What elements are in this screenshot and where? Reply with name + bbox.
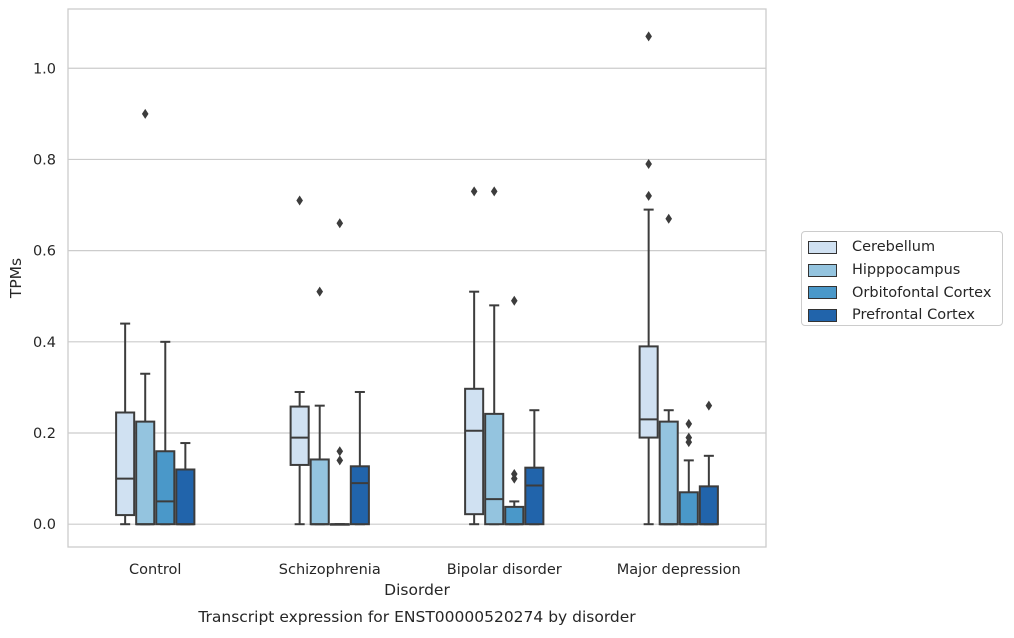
legend-swatch: [808, 263, 837, 277]
box-iqr: [349, 465, 370, 526]
box-prefrontal-cortex: [349, 390, 370, 526]
box-iqr: [698, 485, 719, 526]
box-iqr: [175, 468, 196, 526]
outlier-point: [470, 186, 478, 197]
y-tick-label: 1.0: [33, 61, 56, 77]
legend-item: Prefrontal Cortex: [808, 304, 1002, 327]
box-iqr: [484, 412, 505, 526]
legend-label: Prefrontal Cortex: [852, 307, 975, 324]
box-hipppocampus: [135, 108, 156, 526]
y-tick-label: 0.0: [33, 517, 56, 533]
box-orbitofontal-cortex: [329, 218, 350, 526]
y-tick-label: 0.6: [33, 244, 56, 260]
box-iqr: [135, 420, 156, 526]
outlier-point: [645, 31, 652, 42]
legend-label: Orbitofontal Cortex: [852, 284, 992, 301]
box-cerebellum: [638, 31, 659, 526]
box-iqr: [155, 450, 176, 526]
y-tick-label: 0.8: [33, 152, 56, 168]
box-prefrontal-cortex: [698, 400, 719, 526]
outlier-point: [316, 286, 324, 297]
outlier-point: [645, 159, 652, 170]
legend-label: Hipppocampus: [852, 262, 961, 279]
outlier-point: [336, 218, 344, 229]
legend-label: Cerebellum: [852, 239, 936, 256]
box-iqr: [464, 387, 485, 516]
box-iqr: [638, 345, 659, 439]
box-iqr: [309, 458, 330, 526]
plot-frame: [67, 8, 767, 548]
legend: Cerebellum Hipppocampus Orbitofontal Corte…: [801, 231, 1003, 326]
box-orbitofontal-cortex: [504, 295, 525, 526]
box-iqr: [658, 420, 679, 526]
outlier-point: [296, 195, 303, 206]
x-tick-label: Control: [129, 562, 181, 578]
box-iqr: [678, 491, 699, 526]
legend-item: Hipppocampus: [808, 259, 1002, 282]
y-tick-label: 0.2: [33, 426, 56, 442]
outlier-point: [336, 446, 344, 457]
legend-swatch: [808, 240, 837, 254]
outlier-point: [490, 186, 498, 197]
y-axis-label: TPMs: [7, 258, 25, 299]
outlier-point: [645, 190, 652, 201]
x-tick-label: Bipolar disorder: [447, 562, 562, 578]
outlier-point: [336, 455, 344, 466]
outlier-point: [685, 432, 693, 443]
outlier-point: [705, 400, 713, 411]
chart-title: Transcript expression for ENST0000052027…: [197, 608, 636, 626]
box-hipppocampus: [484, 186, 505, 526]
box-iqr: [289, 405, 310, 466]
outlier-point: [141, 108, 149, 119]
box-iqr: [504, 505, 525, 526]
x-tick-label: Schizophrenia: [279, 562, 381, 578]
outlier-point: [685, 418, 693, 429]
box-prefrontal-cortex: [524, 409, 545, 526]
y-tick-label: 0.4: [33, 335, 56, 351]
legend-item: Orbitofontal Cortex: [808, 281, 1002, 304]
outlier-point: [510, 295, 518, 306]
box-cerebellum: [115, 322, 136, 526]
box-iqr: [115, 411, 136, 517]
box-cerebellum: [289, 195, 310, 526]
x-axis-label: Disorder: [384, 581, 450, 599]
legend-item: Cerebellum: [808, 236, 1002, 259]
box-prefrontal-cortex: [175, 442, 196, 526]
box-hipppocampus: [658, 213, 679, 526]
outlier-point: [665, 213, 673, 224]
outlier-point: [510, 469, 518, 480]
box-orbitofontal-cortex: [155, 340, 176, 526]
x-tick-label: Major depression: [617, 562, 741, 578]
box-orbitofontal-cortex: [678, 418, 699, 526]
box-hipppocampus: [309, 286, 330, 526]
box-iqr: [524, 466, 545, 526]
legend-swatch: [808, 308, 837, 322]
box-cerebellum: [464, 186, 485, 526]
legend-swatch: [808, 286, 837, 300]
